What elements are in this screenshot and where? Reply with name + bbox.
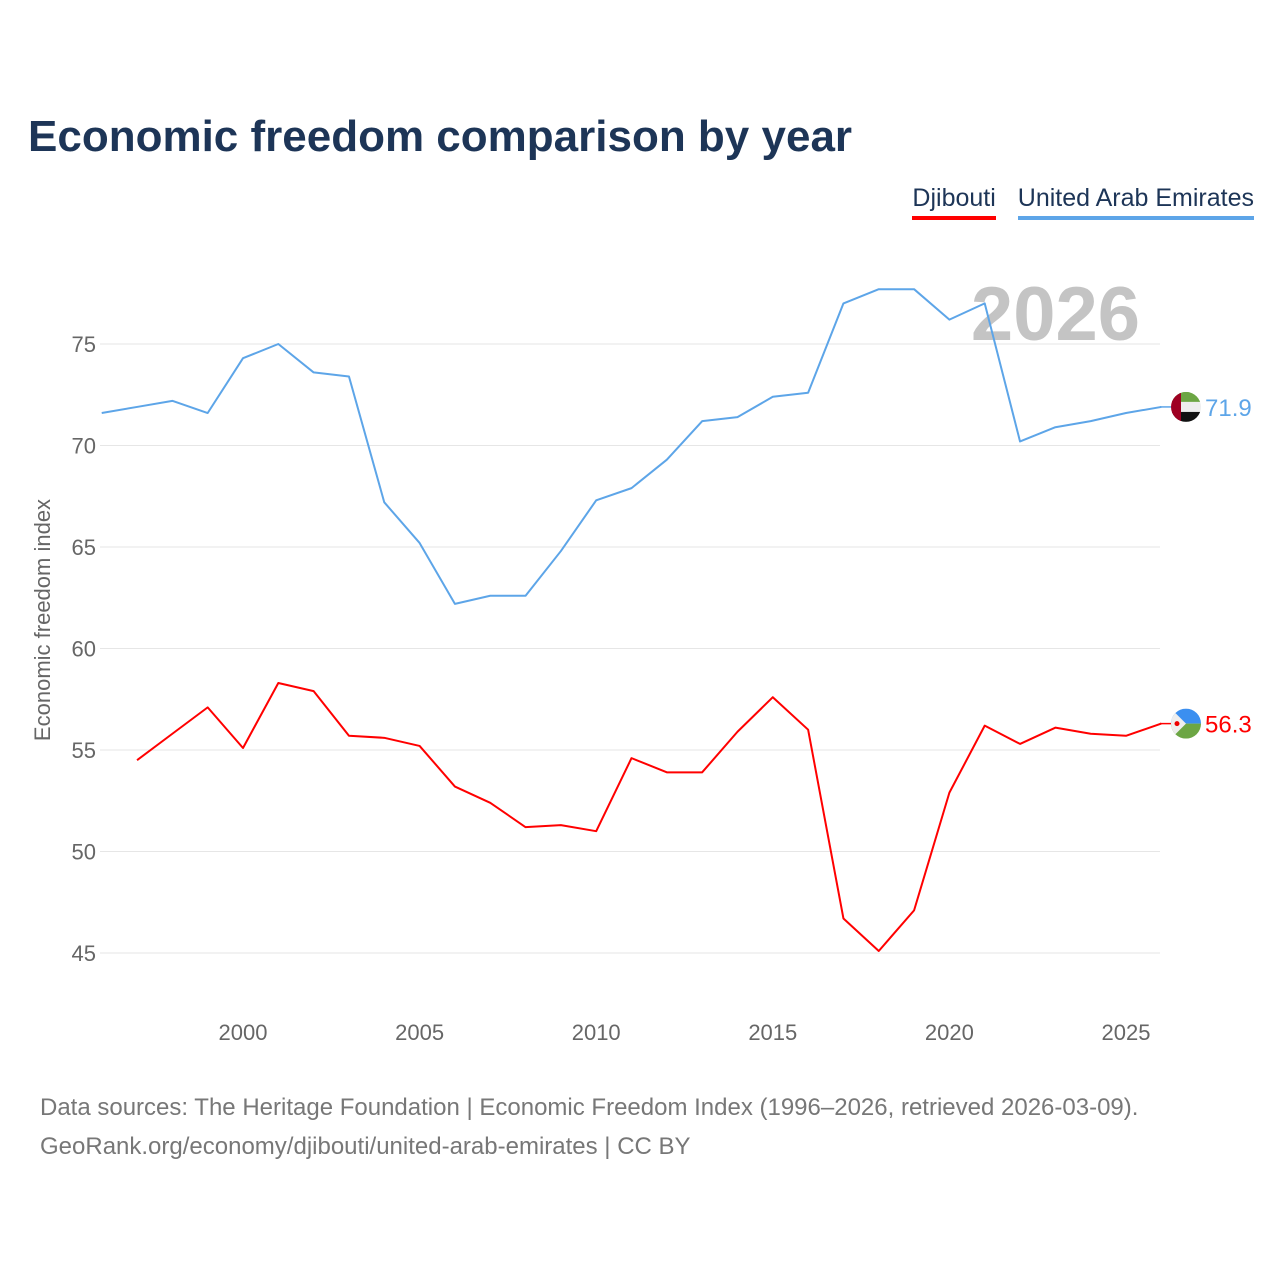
x-tick-label: 2000 (219, 1020, 268, 1045)
footer-link[interactable]: GeoRank.org/economy/djibouti/united-arab… (40, 1133, 691, 1160)
djibouti-flag-icon (1171, 708, 1201, 739)
y-tick-label: 45 (72, 941, 96, 966)
series-line-djibouti (136, 682, 1162, 952)
footer-sources: Data sources: The Heritage Foundation | … (40, 1094, 1139, 1121)
end-value-label: 56.3 (1205, 712, 1252, 739)
y-tick-label: 75 (72, 332, 96, 357)
y-axis-label: Economic freedom index (30, 499, 55, 741)
legend: Djibouti United Arab Emirates (912, 184, 1254, 220)
x-tick-label: 2010 (572, 1020, 621, 1045)
y-tick-label: 55 (72, 738, 96, 763)
legend-uae[interactable]: United Arab Emirates (1017, 184, 1254, 220)
y-tick-label: 60 (72, 637, 96, 662)
footer: Data sources: The Heritage Foundation | … (40, 1088, 1138, 1166)
x-tick-label: 2020 (925, 1020, 974, 1045)
series-line-uae (101, 288, 1162, 605)
end-value-label: 71.9 (1205, 395, 1252, 422)
y-tick-label: 65 (72, 535, 96, 560)
y-tick-label: 50 (72, 840, 96, 865)
y-tick-label: 70 (72, 434, 96, 459)
uae-flag-icon (1171, 391, 1201, 422)
legend-djibouti[interactable]: Djibouti (912, 184, 996, 220)
year-watermark: 2026 (971, 272, 1140, 357)
x-tick-label: 2015 (748, 1020, 797, 1045)
x-tick-label: 2025 (1102, 1020, 1151, 1045)
x-tick-label: 2005 (395, 1020, 444, 1045)
chart-title: Economic freedom comparison by year (28, 112, 853, 161)
